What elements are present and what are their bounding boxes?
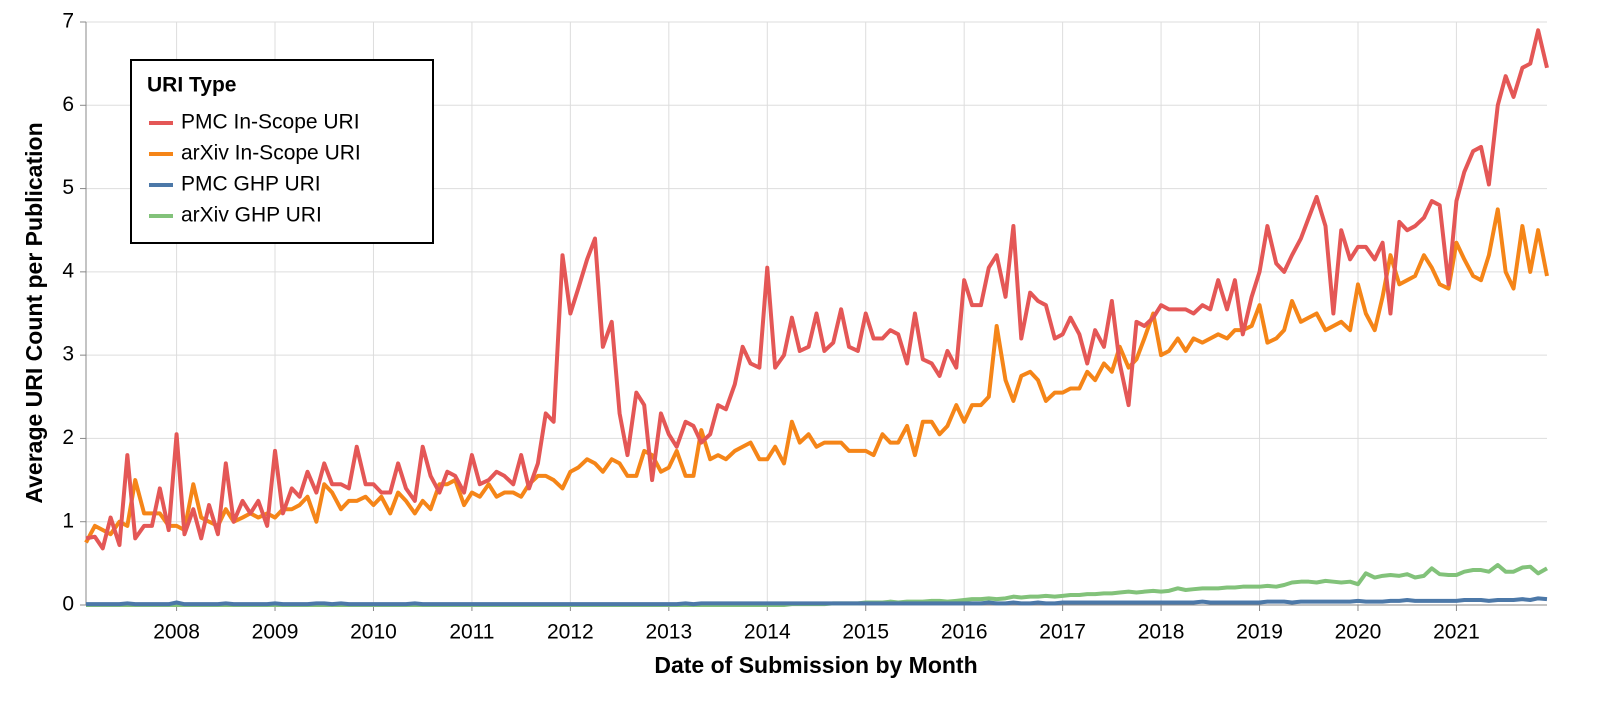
x-tick-label: 2011 bbox=[449, 621, 494, 644]
y-axis-title: Average URI Count per Publication bbox=[21, 122, 47, 503]
y-tick-label: 3 bbox=[62, 343, 74, 366]
x-tick-label: 2008 bbox=[153, 621, 200, 644]
x-tick-label: 2018 bbox=[1138, 621, 1185, 644]
x-tick-label: 2020 bbox=[1335, 621, 1382, 644]
x-tick-label: 2021 bbox=[1433, 621, 1480, 644]
x-tick-label: 2019 bbox=[1236, 621, 1283, 644]
legend-label: PMC GHP URI bbox=[181, 173, 321, 196]
y-tick-label: 6 bbox=[62, 93, 74, 116]
x-tick-label: 2013 bbox=[645, 621, 692, 644]
legend-label: arXiv GHP URI bbox=[181, 204, 322, 227]
series-line bbox=[85, 28, 1549, 551]
y-tick-label: 2 bbox=[62, 426, 74, 449]
legend-label: PMC In-Scope URI bbox=[181, 111, 360, 134]
x-axis-title: Date of Submission by Month bbox=[654, 652, 977, 678]
legend-title: URI Type bbox=[147, 74, 236, 97]
y-tick-label: 1 bbox=[62, 509, 74, 532]
x-tick-label: 2014 bbox=[744, 621, 791, 644]
legend-box bbox=[130, 59, 434, 244]
series-line bbox=[84, 207, 1549, 544]
x-tick-label: 2012 bbox=[547, 621, 594, 644]
y-tick-label: 7 bbox=[62, 10, 74, 33]
y-tick-label: 5 bbox=[62, 176, 74, 199]
x-tick-label: 2015 bbox=[842, 621, 889, 644]
y-tick-label: 0 bbox=[62, 593, 74, 616]
x-tick-label: 2010 bbox=[350, 621, 397, 644]
y-tick-label: 4 bbox=[62, 259, 74, 282]
x-tick-label: 2016 bbox=[941, 621, 988, 644]
x-tick-label: 2017 bbox=[1039, 621, 1086, 644]
series-line bbox=[86, 596, 1548, 607]
legend-label: arXiv In-Scope URI bbox=[181, 142, 361, 165]
series-line bbox=[86, 563, 1548, 607]
x-tick-label: 2009 bbox=[252, 621, 299, 644]
